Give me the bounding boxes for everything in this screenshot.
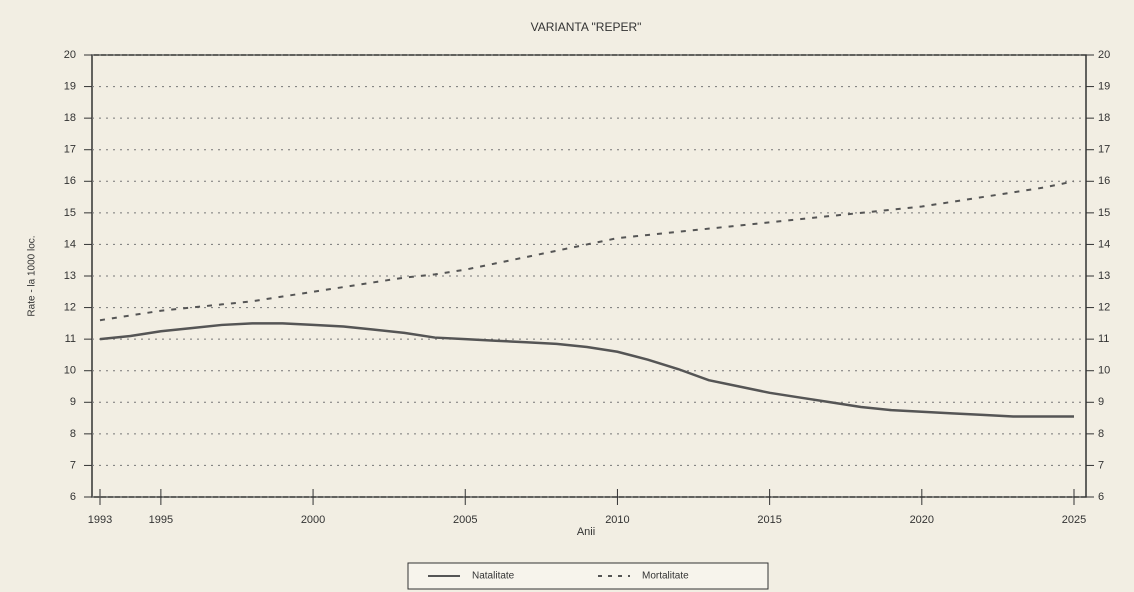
x-tick-label: 2015 — [757, 514, 781, 526]
y2-tick-label: 11 — [1098, 333, 1109, 345]
chart-title: VARIANTA "REPER" — [531, 20, 642, 34]
y-tick-label: 8 — [70, 428, 76, 440]
y2-tick-label: 19 — [1098, 80, 1110, 92]
x-tick-label: 2020 — [910, 514, 934, 526]
y-tick-label: 16 — [64, 175, 76, 187]
x-tick-label: 2025 — [1062, 514, 1086, 526]
y2-tick-label: 13 — [1098, 270, 1110, 282]
series-line — [99, 180, 1075, 322]
y-axis-label: Rate - la 1000 loc. — [27, 235, 38, 316]
y2-tick-label: 6 — [1098, 491, 1104, 503]
y2-tick-label: 8 — [1098, 428, 1104, 440]
y-tick-label: 20 — [64, 49, 76, 61]
y-tick-label: 7 — [70, 459, 76, 471]
y-tick-label: 10 — [64, 365, 76, 377]
y-tick-label: 13 — [64, 270, 76, 282]
y2-tick-label: 10 — [1098, 365, 1110, 377]
y2-tick-label: 17 — [1098, 144, 1110, 156]
y-tick-label: 14 — [64, 238, 76, 250]
y-tick-label: 17 — [64, 144, 76, 156]
series-line — [99, 322, 1074, 418]
x-tick-label: 2005 — [453, 514, 477, 526]
x-axis-label: Anii — [577, 526, 595, 538]
legend-label: Mortalitate — [642, 571, 689, 582]
y2-tick-label: 20 — [1098, 49, 1110, 61]
y-tick-label: 9 — [70, 396, 76, 408]
x-tick-label: 1993 — [88, 514, 112, 526]
y2-tick-label: 15 — [1098, 207, 1110, 219]
y2-tick-label: 14 — [1098, 238, 1110, 250]
y-tick-label: 15 — [64, 207, 76, 219]
y-tick-label: 11 — [65, 333, 76, 345]
y2-tick-label: 7 — [1098, 459, 1104, 471]
legend-box — [407, 562, 769, 590]
y-tick-label: 6 — [70, 491, 76, 503]
y2-tick-label: 16 — [1098, 175, 1110, 187]
y-tick-label: 12 — [64, 301, 76, 313]
y2-tick-label: 9 — [1098, 396, 1104, 408]
y2-tick-label: 18 — [1098, 112, 1110, 124]
x-tick-label: 2010 — [605, 514, 629, 526]
y-tick-label: 18 — [64, 112, 76, 124]
x-tick-label: 1995 — [149, 514, 173, 526]
y-tick-label: 19 — [64, 80, 76, 92]
x-tick-label: 2000 — [301, 514, 325, 526]
legend-label: Natalitate — [472, 571, 515, 582]
y2-tick-label: 12 — [1098, 301, 1110, 313]
